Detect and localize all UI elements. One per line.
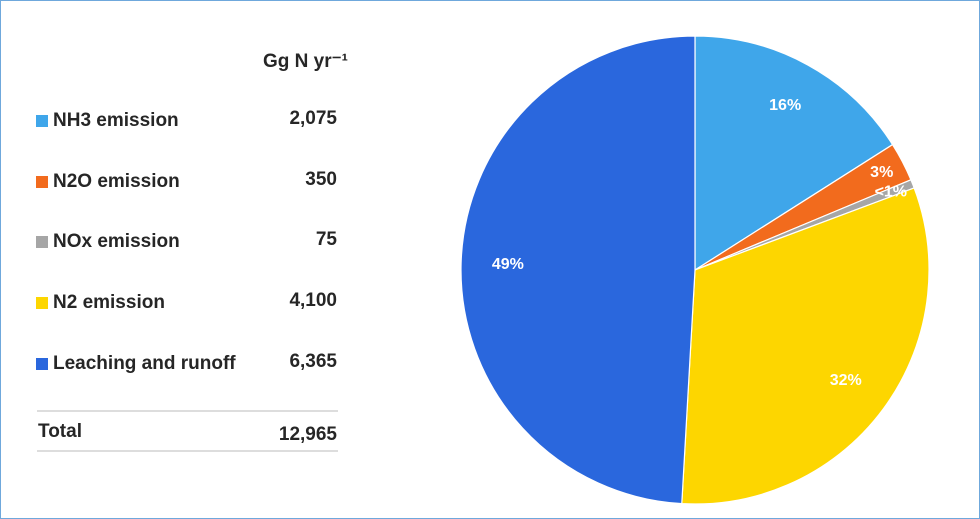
unit-header: Gg N yr⁻¹ (263, 51, 348, 72)
total-value: 12,965 (279, 424, 338, 445)
slice-label: 3% (870, 164, 893, 181)
legend-swatch (36, 236, 48, 248)
slice (460, 35, 696, 505)
legend-swatch (36, 176, 48, 188)
slice (681, 187, 930, 505)
legend-swatch (36, 115, 48, 127)
legend-label: N2O emission (53, 171, 180, 192)
slice-label: <1% (875, 184, 907, 201)
legend-swatch (36, 358, 48, 370)
legend-label: Leaching and runoff (53, 353, 236, 374)
slice (694, 35, 894, 272)
legend-label: NOx emission (53, 231, 180, 252)
slice-label: 16% (769, 97, 801, 114)
total-label: Total (38, 421, 82, 442)
legend-swatch (36, 297, 48, 309)
legend-label: N2 emission (53, 292, 165, 313)
amount: 6,365 (289, 351, 337, 372)
amount: 350 (305, 169, 337, 190)
slice-label: 49% (492, 256, 524, 273)
amount: 4,100 (289, 290, 337, 311)
amount: 2,075 (289, 108, 337, 129)
slice-label: 32% (830, 372, 862, 389)
legend-label: NH3 emission (53, 110, 179, 131)
amount: 75 (316, 229, 338, 250)
